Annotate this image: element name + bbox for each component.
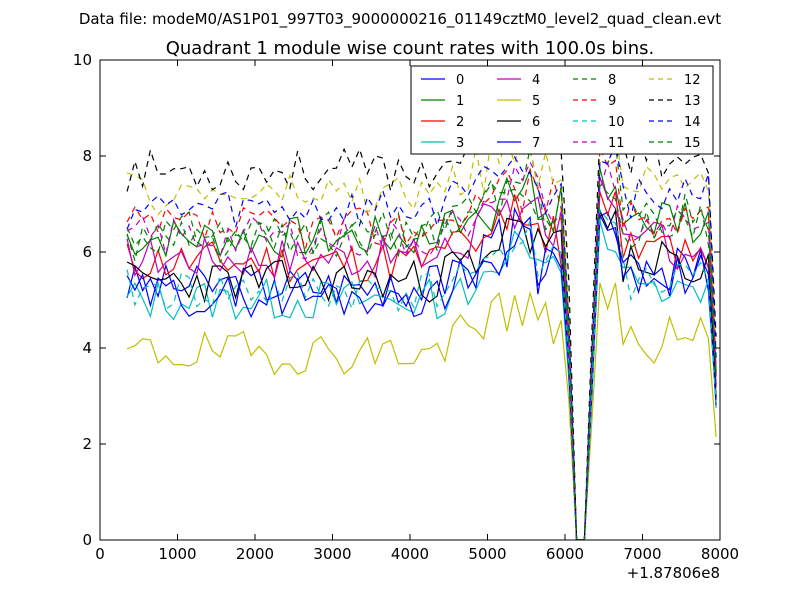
legend-label-14: 14 [684,115,701,130]
y-tick-label: 8 [82,147,92,165]
x-tick-label: 4000 [391,545,429,563]
x-tick-label: 0 [95,545,105,563]
legend-label-4: 4 [532,73,540,88]
y-tick-label: 4 [82,339,92,357]
legend-label-11: 11 [608,136,625,151]
legend-label-2: 2 [456,115,464,130]
legend-label-5: 5 [532,94,540,109]
series-line-8 [126,143,717,540]
legend-label-12: 12 [684,73,701,88]
legend-label-9: 9 [608,94,616,109]
x-offset-label: +1.87806e8 [627,564,720,582]
legend-label-8: 8 [608,73,616,88]
chart-title: Quadrant 1 module wise count rates with … [166,38,655,59]
series-line-4 [126,176,717,540]
legend-label-3: 3 [456,136,464,151]
series-line-15 [126,182,717,540]
figure-suptitle: Data file: modeM0/AS1P01_997T03_90000002… [79,10,721,29]
y-tick-label: 6 [82,243,92,261]
x-tick-label: 8000 [701,545,739,563]
legend-label-7: 7 [532,136,540,151]
legend-label-6: 6 [532,115,540,130]
plot-frame [99,59,721,541]
x-tick-label: 5000 [468,545,506,563]
series-line-5 [126,282,717,540]
x-tick-label: 7000 [623,545,661,563]
y-tick-label: 0 [82,531,92,549]
x-tick-label: 1000 [158,545,196,563]
legend-box [410,65,714,155]
legend-label-13: 13 [684,94,701,109]
series-line-14 [126,141,717,540]
legend-label-15: 15 [684,136,701,151]
series-line-10 [126,208,717,540]
legend-label-10: 10 [608,115,625,130]
y-tick-label: 10 [73,51,92,69]
y-tick-label: 2 [82,435,92,453]
x-tick-label: 3000 [313,545,351,563]
x-tick-label: 6000 [546,545,584,563]
series-line-7 [126,212,717,540]
series-line-11 [126,160,717,540]
x-tick-label: 2000 [236,545,274,563]
legend-label-1: 1 [456,94,464,109]
legend-label-0: 0 [456,73,464,88]
